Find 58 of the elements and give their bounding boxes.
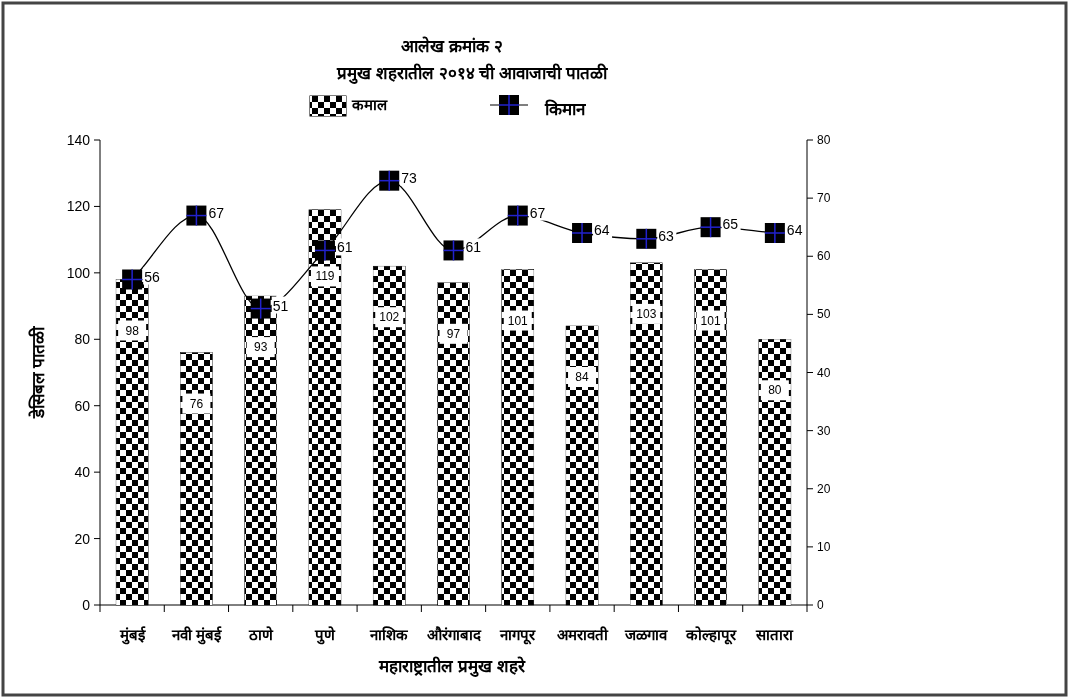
y2-tick-label: 30 — [817, 423, 831, 438]
data-label: 61 — [465, 239, 482, 256]
y-tick-label: 60 — [74, 397, 91, 414]
data-label: 64 — [594, 222, 610, 238]
data-label: 93 — [254, 340, 268, 355]
data-label: 56 — [144, 268, 160, 285]
y-tick-label: 120 — [66, 198, 91, 215]
data-label: 98 — [125, 323, 140, 338]
data-label: 101 — [700, 313, 721, 328]
y2-tick-label: 10 — [817, 539, 831, 554]
x-tick-label: ठाणे — [247, 626, 274, 643]
y2-tick-label: 40 — [817, 365, 831, 380]
data-label: 64 — [786, 222, 803, 238]
chart-title: आलेख क्रमांक २ — [401, 36, 503, 56]
x-tick-label: औरंगाबाद — [426, 626, 482, 643]
y2-tick-label: 50 — [817, 307, 831, 322]
data-label: 97 — [446, 326, 461, 341]
y2-tick-label: 0 — [817, 598, 824, 612]
data-label: 51 — [272, 297, 289, 314]
y-tick-label: 0 — [82, 597, 91, 613]
x-tick-label: नवी मुंबई — [170, 626, 222, 645]
data-label: 63 — [658, 227, 675, 244]
y-tick-label: 20 — [74, 530, 91, 547]
point — [442, 239, 465, 262]
y-tick-label: 100 — [66, 264, 91, 281]
data-label: 76 — [189, 396, 204, 411]
x-tick-label: अमरावती — [556, 626, 609, 643]
y2-tick-label: 80 — [817, 133, 831, 147]
data-label: 67 — [208, 204, 225, 221]
legend-label: किमान — [544, 99, 586, 119]
x-tick-label: नाशिक — [369, 626, 410, 643]
x-tick-label: पुणे — [313, 626, 336, 645]
x-tick-label: नागपूर — [499, 626, 537, 645]
y-tick-label: 80 — [74, 331, 91, 348]
data-label: 61 — [336, 239, 353, 256]
data-label: 84 — [575, 370, 590, 384]
x-tick-label: जळगाव — [624, 626, 669, 643]
y-tick-label: 140 — [66, 132, 91, 148]
data-label: 101 — [507, 313, 529, 328]
x-tick-label: सातारा — [755, 626, 795, 643]
y2-tick-label: 60 — [817, 249, 831, 264]
y-tick-label: 40 — [74, 464, 91, 481]
data-label: 102 — [379, 310, 400, 325]
data-label: 73 — [401, 169, 418, 186]
point — [185, 204, 208, 227]
data-label: 103 — [636, 306, 657, 321]
y2-tick-label: 70 — [817, 191, 831, 206]
x-axis-title: महाराष्ट्रातील प्रमुख शहरे — [378, 656, 526, 677]
data-label: 80 — [768, 383, 782, 398]
y-axis-title: डेसिबल पातळी — [28, 325, 48, 420]
x-tick-label: कोल्हापूर — [684, 626, 737, 645]
chart-subtitle: प्रमुख शहरातील २०१४ ची आवाजाची पातळी — [336, 63, 608, 84]
legend-label: कमाल — [351, 96, 388, 113]
data-label: 67 — [529, 204, 546, 221]
data-label: 119 — [315, 269, 335, 284]
data-label: 65 — [722, 216, 739, 233]
x-tick-label: मुंबई — [118, 626, 146, 645]
y2-tick-label: 20 — [817, 481, 831, 496]
